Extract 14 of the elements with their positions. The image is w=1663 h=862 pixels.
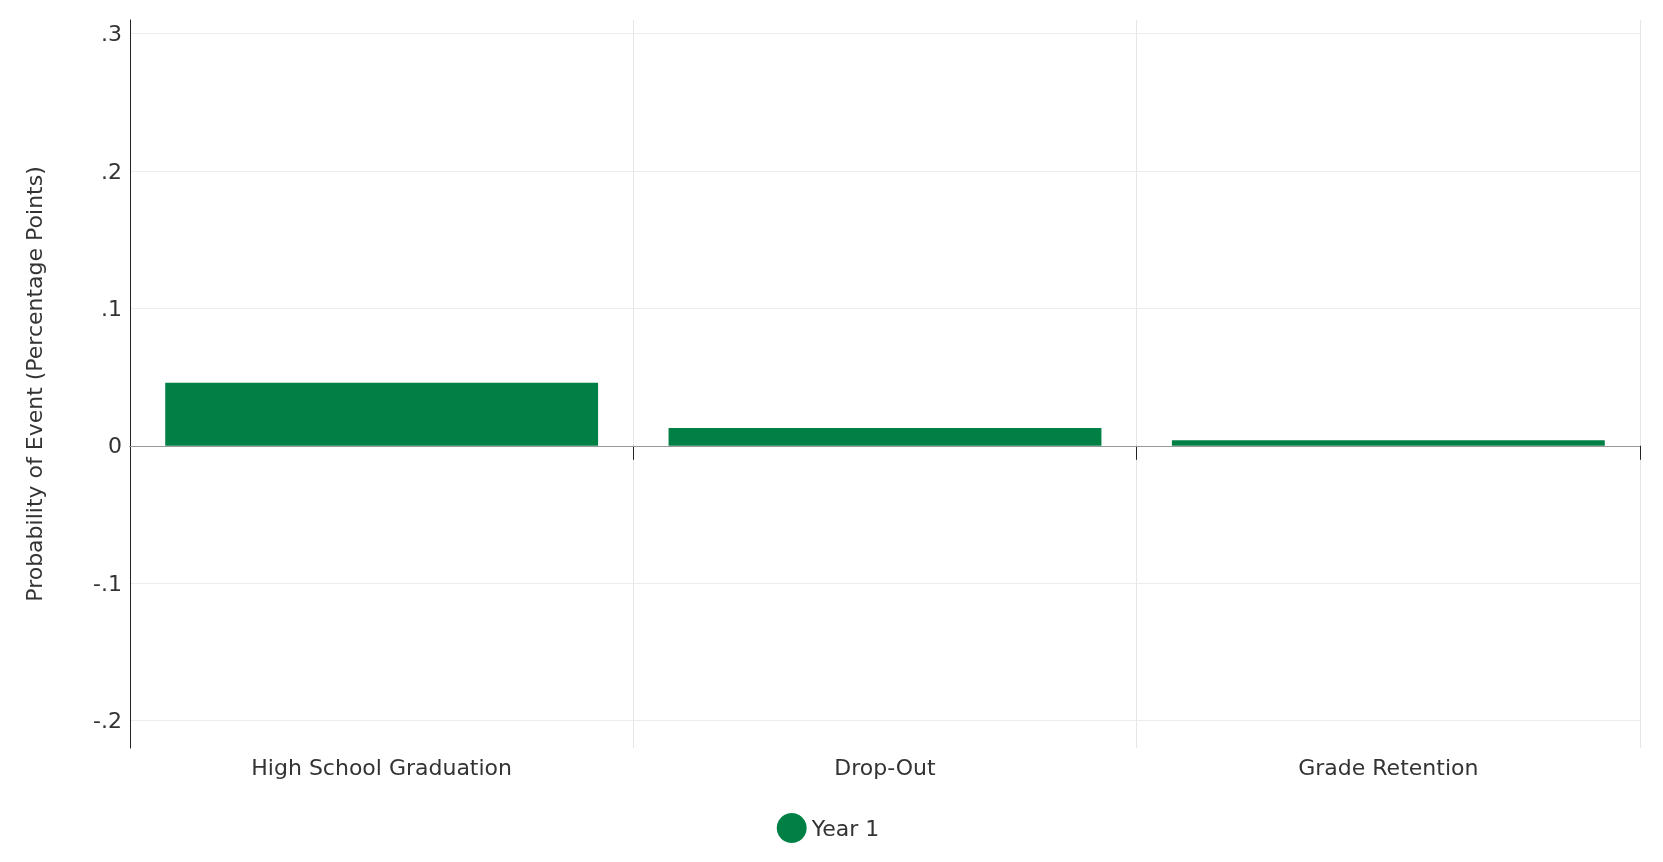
y-tick-label: .3 — [101, 21, 122, 47]
y-tick-label: .2 — [101, 158, 122, 184]
y-tick-label: .1 — [101, 295, 122, 321]
y-tick-label: -.1 — [93, 570, 122, 596]
x-tick-label: Grade Retention — [1298, 754, 1479, 780]
bar — [165, 382, 599, 446]
y-tick-label: -.2 — [93, 708, 122, 734]
bar — [1171, 440, 1605, 446]
legend-label: Year 1 — [810, 815, 880, 841]
bar — [668, 427, 1102, 446]
y-axis-title: Probability of Event (Percentage Points) — [21, 166, 47, 602]
x-tick-label: Drop-Out — [834, 754, 937, 780]
y-tick-label: 0 — [108, 433, 122, 459]
x-tick-label: High School Graduation — [251, 754, 513, 780]
